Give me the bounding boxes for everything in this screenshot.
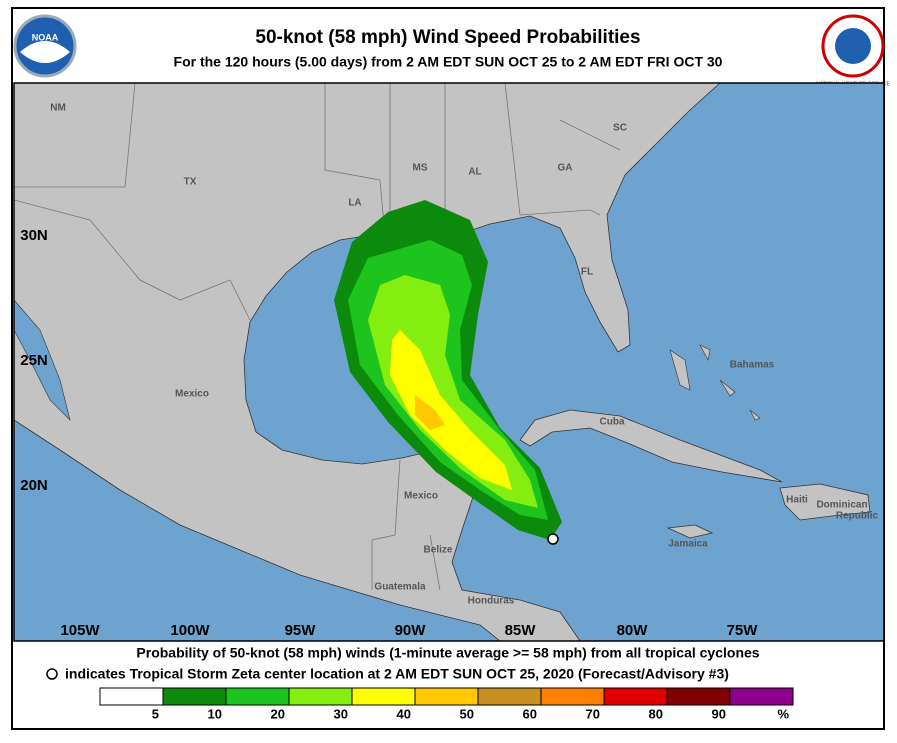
legend-label: 10 (208, 706, 222, 721)
legend-label: 30 (334, 706, 348, 721)
lat-label: 20N (20, 477, 48, 494)
legend-label: 50 (460, 706, 474, 721)
legend-label: 90 (712, 706, 726, 721)
footer-line: Probability of 50-knot (58 mph) winds (1… (136, 645, 759, 661)
legend-label: 40 (397, 706, 411, 721)
legend-swatch (162, 687, 227, 706)
legend-swatch (99, 687, 164, 706)
lat-label: 25N (20, 352, 48, 369)
land (14, 83, 721, 641)
subtitle: For the 120 hours (5.00 days) from 2 AM … (174, 54, 723, 70)
legend-label: 80 (649, 706, 663, 721)
place-label: Mexico (175, 389, 209, 400)
lon-label: 85W (505, 622, 537, 639)
place-label: Belize (424, 545, 453, 556)
probability-swath (334, 200, 562, 540)
legend-swatch (540, 687, 605, 706)
storm-center (547, 533, 559, 545)
bahamas-islands (669, 344, 761, 421)
noaa-logo-bird (20, 41, 70, 63)
place-label: Dominican (816, 500, 867, 511)
place-label: TX (184, 177, 197, 188)
map-frame (13, 82, 885, 642)
place-label: Bahamas (730, 360, 775, 371)
legend-swatch (477, 687, 542, 706)
legend-label: 60 (523, 706, 537, 721)
place-label: MS (413, 163, 428, 174)
legend-swatch (666, 687, 731, 706)
lon-label: 90W (395, 622, 427, 639)
place-label: LA (348, 198, 361, 209)
lat-labels: 30N 25N 20N (20, 227, 48, 494)
jamaica (666, 524, 714, 539)
place-label: Cuba (600, 417, 625, 428)
place-label: FL (581, 267, 593, 278)
place-labels: NM TX LA MS AL GA SC FL Mexico Bahamas C… (50, 103, 878, 607)
legend-label: % (777, 706, 789, 721)
lon-label: 75W (727, 622, 759, 639)
legend-swatch (729, 687, 794, 706)
title: 50-knot (58 mph) Wind Speed Probabilitie… (255, 27, 640, 48)
cuba (519, 409, 783, 483)
footer-line: indicates Tropical Storm Zeta center loc… (65, 666, 729, 682)
place-label: Mexico (404, 491, 438, 502)
map: NM TX LA MS AL GA SC FL Mexico Bahamas C… (14, 83, 884, 641)
place-label: Honduras (468, 596, 515, 607)
lon-label: 95W (285, 622, 317, 639)
legend-label: 70 (586, 706, 600, 721)
place-label: Jamaica (668, 539, 708, 550)
hispaniola (779, 483, 871, 521)
lon-label: 100W (170, 622, 210, 639)
lat-label: 30N (20, 227, 48, 244)
noaa-logo-text: NOAA (32, 32, 59, 42)
place-label: SC (613, 123, 627, 134)
storm-symbol (46, 668, 58, 680)
place-label: NM (50, 103, 66, 114)
lon-label: 80W (617, 622, 649, 639)
lon-label: 105W (60, 622, 100, 639)
legend: 5 10 20 30 40 50 60 70 80 90% (99, 687, 794, 721)
legend-swatch (603, 687, 668, 706)
place-label: Guatemala (374, 582, 426, 593)
place-label: AL (468, 167, 481, 178)
place-label: GA (558, 163, 573, 174)
lon-labels: 105W 100W 95W 90W 85W 80W 75W (60, 622, 758, 639)
place-label: Republic (836, 511, 879, 522)
legend-swatch (351, 687, 416, 706)
place-label: Haiti (786, 495, 808, 506)
legend-label: 5 (152, 706, 159, 721)
gulf-of-california (14, 299, 71, 421)
legend-swatch (288, 687, 353, 706)
legend-label: 20 (271, 706, 285, 721)
legend-swatch (225, 687, 290, 706)
nws-logo-center (835, 28, 871, 64)
legend-swatch (414, 687, 479, 706)
